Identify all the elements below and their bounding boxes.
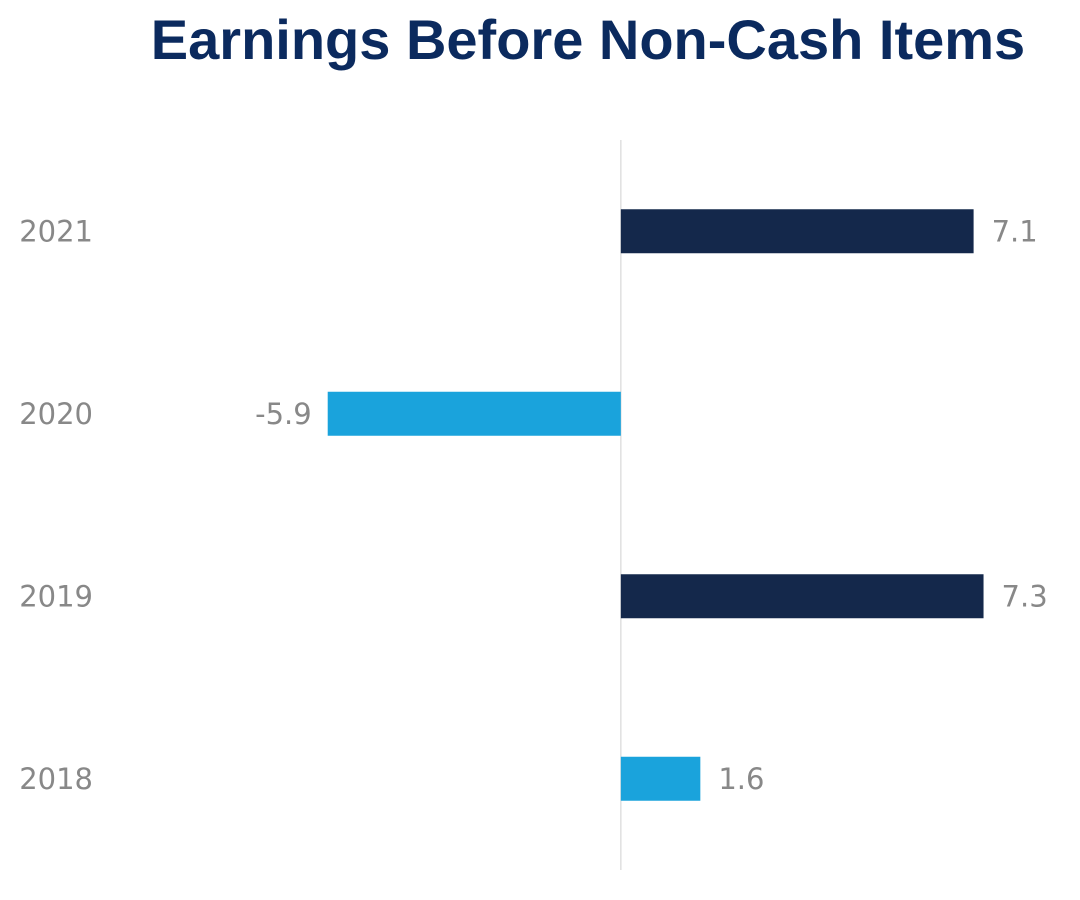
value-label: -5.9 xyxy=(255,397,312,431)
chart-title: Earnings Before Non-Cash Items xyxy=(151,8,1025,71)
bar xyxy=(620,209,974,254)
bar xyxy=(327,391,621,436)
y-tick-label: 2019 xyxy=(19,579,93,613)
y-tick-label: 2020 xyxy=(19,397,93,431)
value-label: 7.1 xyxy=(992,214,1038,248)
value-label: 1.6 xyxy=(718,762,764,796)
value-label: 7.3 xyxy=(1002,579,1048,613)
bar xyxy=(620,756,701,801)
y-tick-label: 2021 xyxy=(19,214,93,248)
y-tick-label: 2018 xyxy=(19,762,93,796)
bar xyxy=(620,574,984,619)
